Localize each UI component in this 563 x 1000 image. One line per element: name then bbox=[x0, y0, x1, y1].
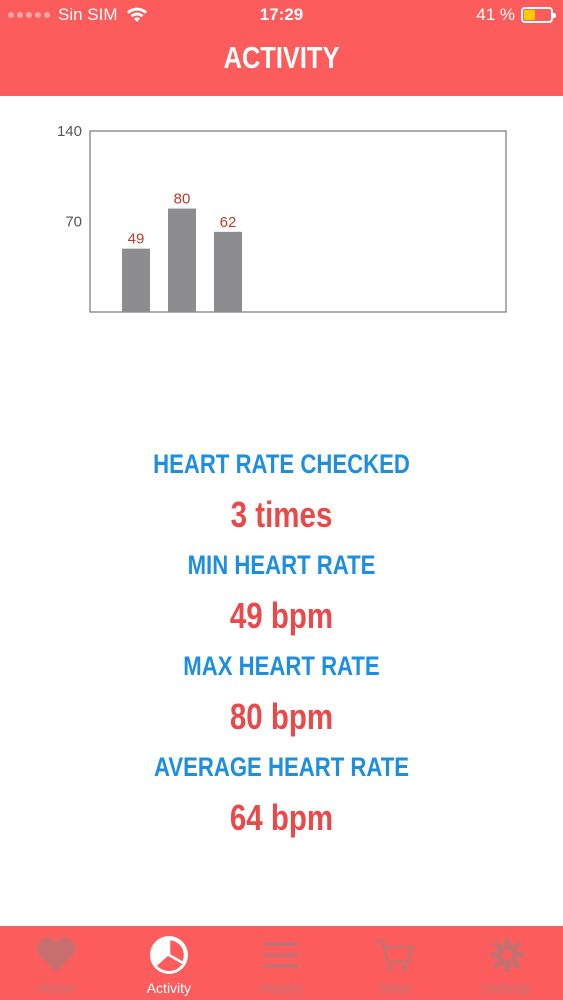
tab-bar: Home Activity History Shop Settings bbox=[0, 926, 563, 1000]
status-left: Sin SIM bbox=[8, 5, 148, 25]
tab-shop[interactable]: Shop bbox=[338, 926, 451, 1000]
list-icon bbox=[260, 934, 302, 976]
tab-home[interactable]: Home bbox=[0, 926, 113, 1000]
tab-label: Home bbox=[37, 980, 75, 996]
stat-label: AVERAGE HEART RATE bbox=[153, 752, 410, 782]
gear-icon bbox=[486, 934, 528, 976]
bar bbox=[168, 208, 196, 312]
heart-rate-chart: 70 140 49 80 62 bbox=[0, 110, 563, 330]
battery-level bbox=[524, 10, 535, 20]
bar-value-label: 80 bbox=[174, 191, 191, 208]
chart-frame bbox=[89, 130, 507, 313]
tab-label: Activity bbox=[146, 980, 192, 996]
stat-value: 3 times bbox=[230, 494, 333, 535]
wifi-icon bbox=[126, 7, 147, 22]
status-time: 17:29 bbox=[259, 5, 304, 24]
status-bar: Sin SIM 17:29 41 % bbox=[0, 0, 563, 32]
y-tick-label: 140 bbox=[57, 123, 82, 140]
bar-value-label: 62 bbox=[220, 214, 237, 231]
bar bbox=[122, 248, 150, 312]
tab-settings[interactable]: Settings bbox=[450, 926, 563, 1000]
stat-value: 64 bpm bbox=[229, 797, 334, 838]
page-title: ACTIVITY bbox=[223, 40, 340, 75]
cart-icon bbox=[373, 934, 415, 976]
tab-history[interactable]: History bbox=[225, 926, 338, 1000]
status-right: 41 % bbox=[476, 5, 556, 25]
heart-rate-chart-svg: 70 140 49 80 62 bbox=[57, 123, 507, 313]
tab-activity[interactable]: Activity bbox=[113, 926, 226, 1000]
bar-value-label: 49 bbox=[128, 231, 145, 248]
battery-icon bbox=[521, 7, 556, 23]
app-header: Sin SIM 17:29 41 % ACTIVITY bbox=[0, 0, 563, 96]
heart-icon bbox=[35, 934, 77, 976]
battery-percent: 41 % bbox=[476, 5, 515, 24]
signal-icon bbox=[8, 12, 50, 18]
stat-label: HEART RATE CHECKED bbox=[153, 449, 410, 479]
stats-section: HEART RATE CHECKED 3 times MIN HEART RATE 4… bbox=[0, 446, 563, 850]
stat-value: 49 bpm bbox=[229, 595, 334, 636]
bar bbox=[214, 231, 242, 312]
carrier-label: Sin SIM bbox=[58, 5, 118, 24]
stat-label: MAX HEART RATE bbox=[183, 651, 380, 681]
stat-value: 80 bpm bbox=[229, 696, 334, 737]
tab-label: Settings bbox=[481, 980, 532, 996]
tab-label: Shop bbox=[377, 980, 411, 996]
stat-label: MIN HEART RATE bbox=[187, 550, 376, 580]
y-tick-label: 70 bbox=[65, 214, 82, 231]
tab-label: History bbox=[259, 980, 304, 996]
pie-chart-icon bbox=[148, 934, 190, 976]
